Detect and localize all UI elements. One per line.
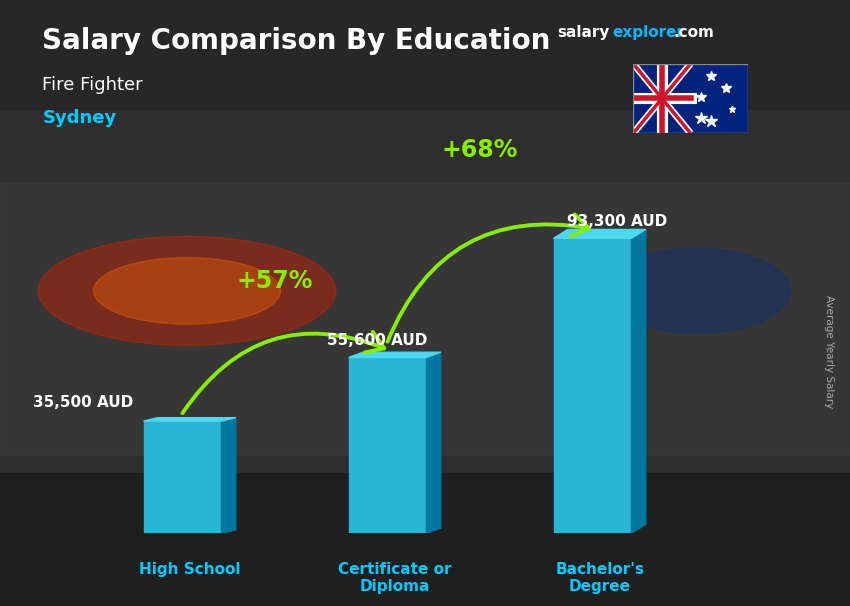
Bar — [0, 0, 850, 109]
Polygon shape — [348, 358, 427, 533]
Text: Certificate or
Diploma: Certificate or Diploma — [338, 562, 451, 594]
Text: Bachelor's
Degree: Bachelor's Degree — [555, 562, 644, 594]
Text: explorer: explorer — [612, 25, 684, 41]
Text: 35,500 AUD: 35,500 AUD — [33, 395, 133, 410]
Ellipse shape — [604, 248, 791, 333]
Text: Fire Fighter: Fire Fighter — [42, 76, 143, 94]
Text: +68%: +68% — [441, 138, 518, 162]
Text: Salary Comparison By Education: Salary Comparison By Education — [42, 27, 551, 55]
Text: salary: salary — [557, 25, 609, 41]
Polygon shape — [222, 418, 235, 533]
Bar — [0, 182, 850, 454]
Polygon shape — [632, 230, 646, 533]
Ellipse shape — [94, 258, 280, 324]
Text: Average Yearly Salary: Average Yearly Salary — [824, 295, 834, 408]
Polygon shape — [144, 418, 235, 421]
Polygon shape — [427, 352, 441, 533]
Text: Sydney: Sydney — [42, 109, 116, 127]
Text: High School: High School — [139, 562, 241, 577]
Text: 55,600 AUD: 55,600 AUD — [327, 333, 428, 348]
Bar — [0, 473, 850, 606]
Polygon shape — [553, 238, 632, 533]
Text: +57%: +57% — [236, 269, 313, 293]
Text: .com: .com — [673, 25, 714, 41]
Polygon shape — [144, 421, 222, 533]
Polygon shape — [348, 352, 441, 358]
FancyArrowPatch shape — [183, 332, 384, 413]
FancyArrowPatch shape — [388, 215, 589, 342]
Polygon shape — [553, 230, 646, 238]
Ellipse shape — [38, 236, 336, 345]
Text: 93,300 AUD: 93,300 AUD — [567, 214, 667, 229]
